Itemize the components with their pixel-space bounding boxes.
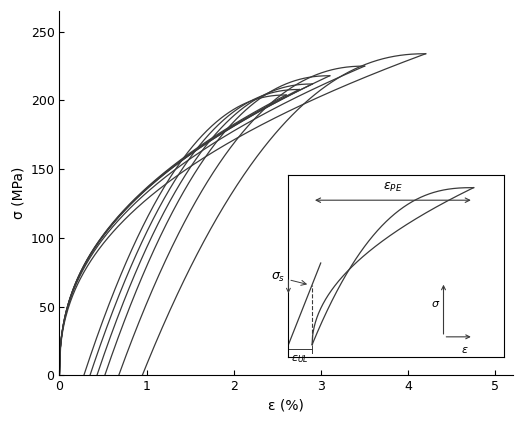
Y-axis label: σ (MPa): σ (MPa) xyxy=(11,167,25,220)
X-axis label: ε (%): ε (%) xyxy=(268,399,304,413)
